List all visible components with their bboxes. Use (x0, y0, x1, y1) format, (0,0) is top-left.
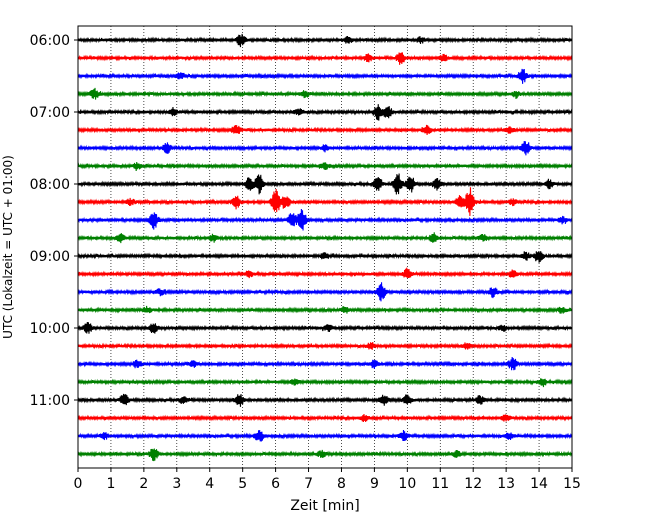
x-tick-label: 1 (106, 476, 115, 492)
seismic-trace-0900 (77, 251, 573, 263)
seismic-trace-0715 (77, 124, 573, 136)
x-tick-label: 14 (530, 476, 548, 492)
seismic-trace-0930 (77, 282, 573, 302)
y-tick-label: 11:00 (30, 393, 70, 409)
y-tick-label: 06:00 (30, 33, 70, 49)
x-tick-label: 12 (464, 476, 482, 492)
x-axis-label: Zeit [min] (290, 498, 359, 514)
seismic-trace-1045 (77, 378, 573, 388)
seismic-trace-1100 (77, 393, 573, 407)
seismic-trace-1115 (77, 413, 573, 422)
axes-frame (77, 25, 573, 469)
seismic-trace-0630 (77, 68, 573, 84)
seismic-trace-0615 (77, 52, 573, 65)
trace-layer (77, 33, 573, 462)
x-tick-label: 5 (238, 476, 247, 492)
y-axis-label: UTC (Lokalzeit = UTC + 01:00) (1, 155, 15, 339)
x-tick-label: 9 (370, 476, 379, 492)
seismic-trace-0830 (77, 208, 573, 231)
x-tick-label: 7 (304, 476, 313, 492)
y-tick-label: 10:00 (30, 321, 70, 337)
seismic-trace-1030 (77, 357, 573, 371)
x-tick-label: 3 (172, 476, 181, 492)
seismic-trace-0945 (77, 305, 573, 314)
seismic-trace-1015 (77, 342, 573, 350)
seismic-trace-1000 (77, 322, 573, 334)
seismic-trace-0700 (77, 104, 573, 121)
seismic-trace-0800 (77, 173, 573, 195)
x-tick-label: 4 (205, 476, 214, 492)
seismic-trace-1130 (77, 429, 573, 442)
seismic-trace-1145 (77, 448, 573, 462)
seismic-trace-0745 (77, 161, 573, 172)
x-tick-label: 11 (431, 476, 449, 492)
seismic-trace-0645 (77, 87, 573, 100)
seismic-trace-0730 (77, 141, 573, 156)
x-tick-label: 2 (139, 476, 148, 492)
x-tick-label: 0 (74, 476, 83, 492)
x-tick-label: 10 (398, 476, 416, 492)
x-tick-label: 8 (337, 476, 346, 492)
seismic-trace-0915 (77, 267, 573, 279)
y-tick-label: 07:00 (30, 105, 70, 121)
x-tick-label: 15 (563, 476, 581, 492)
seismic-trace-0815 (77, 187, 573, 216)
seismic-trace-0600 (77, 33, 573, 48)
seismic-trace-0845 (77, 232, 573, 244)
x-tick-label: 6 (271, 476, 280, 492)
y-tick-label: 09:00 (30, 249, 70, 265)
y-tick-label: 08:00 (30, 177, 70, 193)
tick-layer: 0 1 2 3 4 5 6 7 8 9 10 11 12 13 14 1506:0007:0008:0009:… (30, 33, 581, 492)
x-tick-label: 13 (497, 476, 515, 492)
